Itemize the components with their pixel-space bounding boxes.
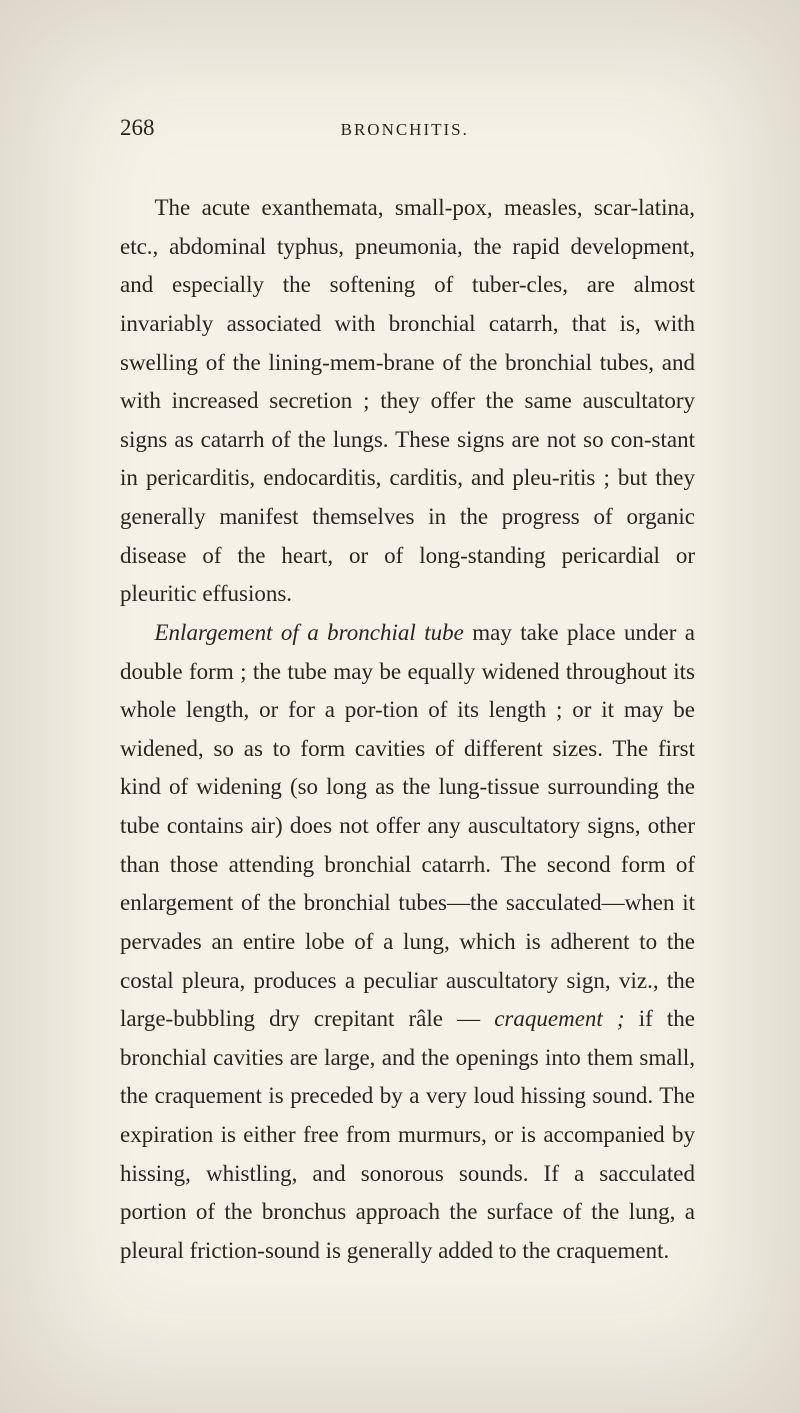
book-page: 268 BRONCHITIS. The acute exanthemata, s… [0, 0, 800, 1371]
p1-text: The acute exanthemata, small-pox, measle… [120, 195, 695, 606]
paragraph-2: Enlargement of a bronchial tube may take… [120, 614, 695, 1271]
p2-italic-1: Enlargement of a bronchial tube [155, 620, 464, 645]
paragraph-1: The acute exanthemata, small-pox, measle… [120, 189, 695, 614]
p2-text-1: may take place under a double form ; the… [120, 620, 695, 1031]
p2-italic-2: craquement ; [494, 1006, 624, 1031]
running-head: BRONCHITIS. [115, 120, 696, 140]
page-header: 268 BRONCHITIS. [120, 115, 695, 141]
body-text: The acute exanthemata, small-pox, measle… [120, 189, 695, 1271]
p2-text-2: if the bronchial cavities are large, and… [120, 1006, 695, 1263]
